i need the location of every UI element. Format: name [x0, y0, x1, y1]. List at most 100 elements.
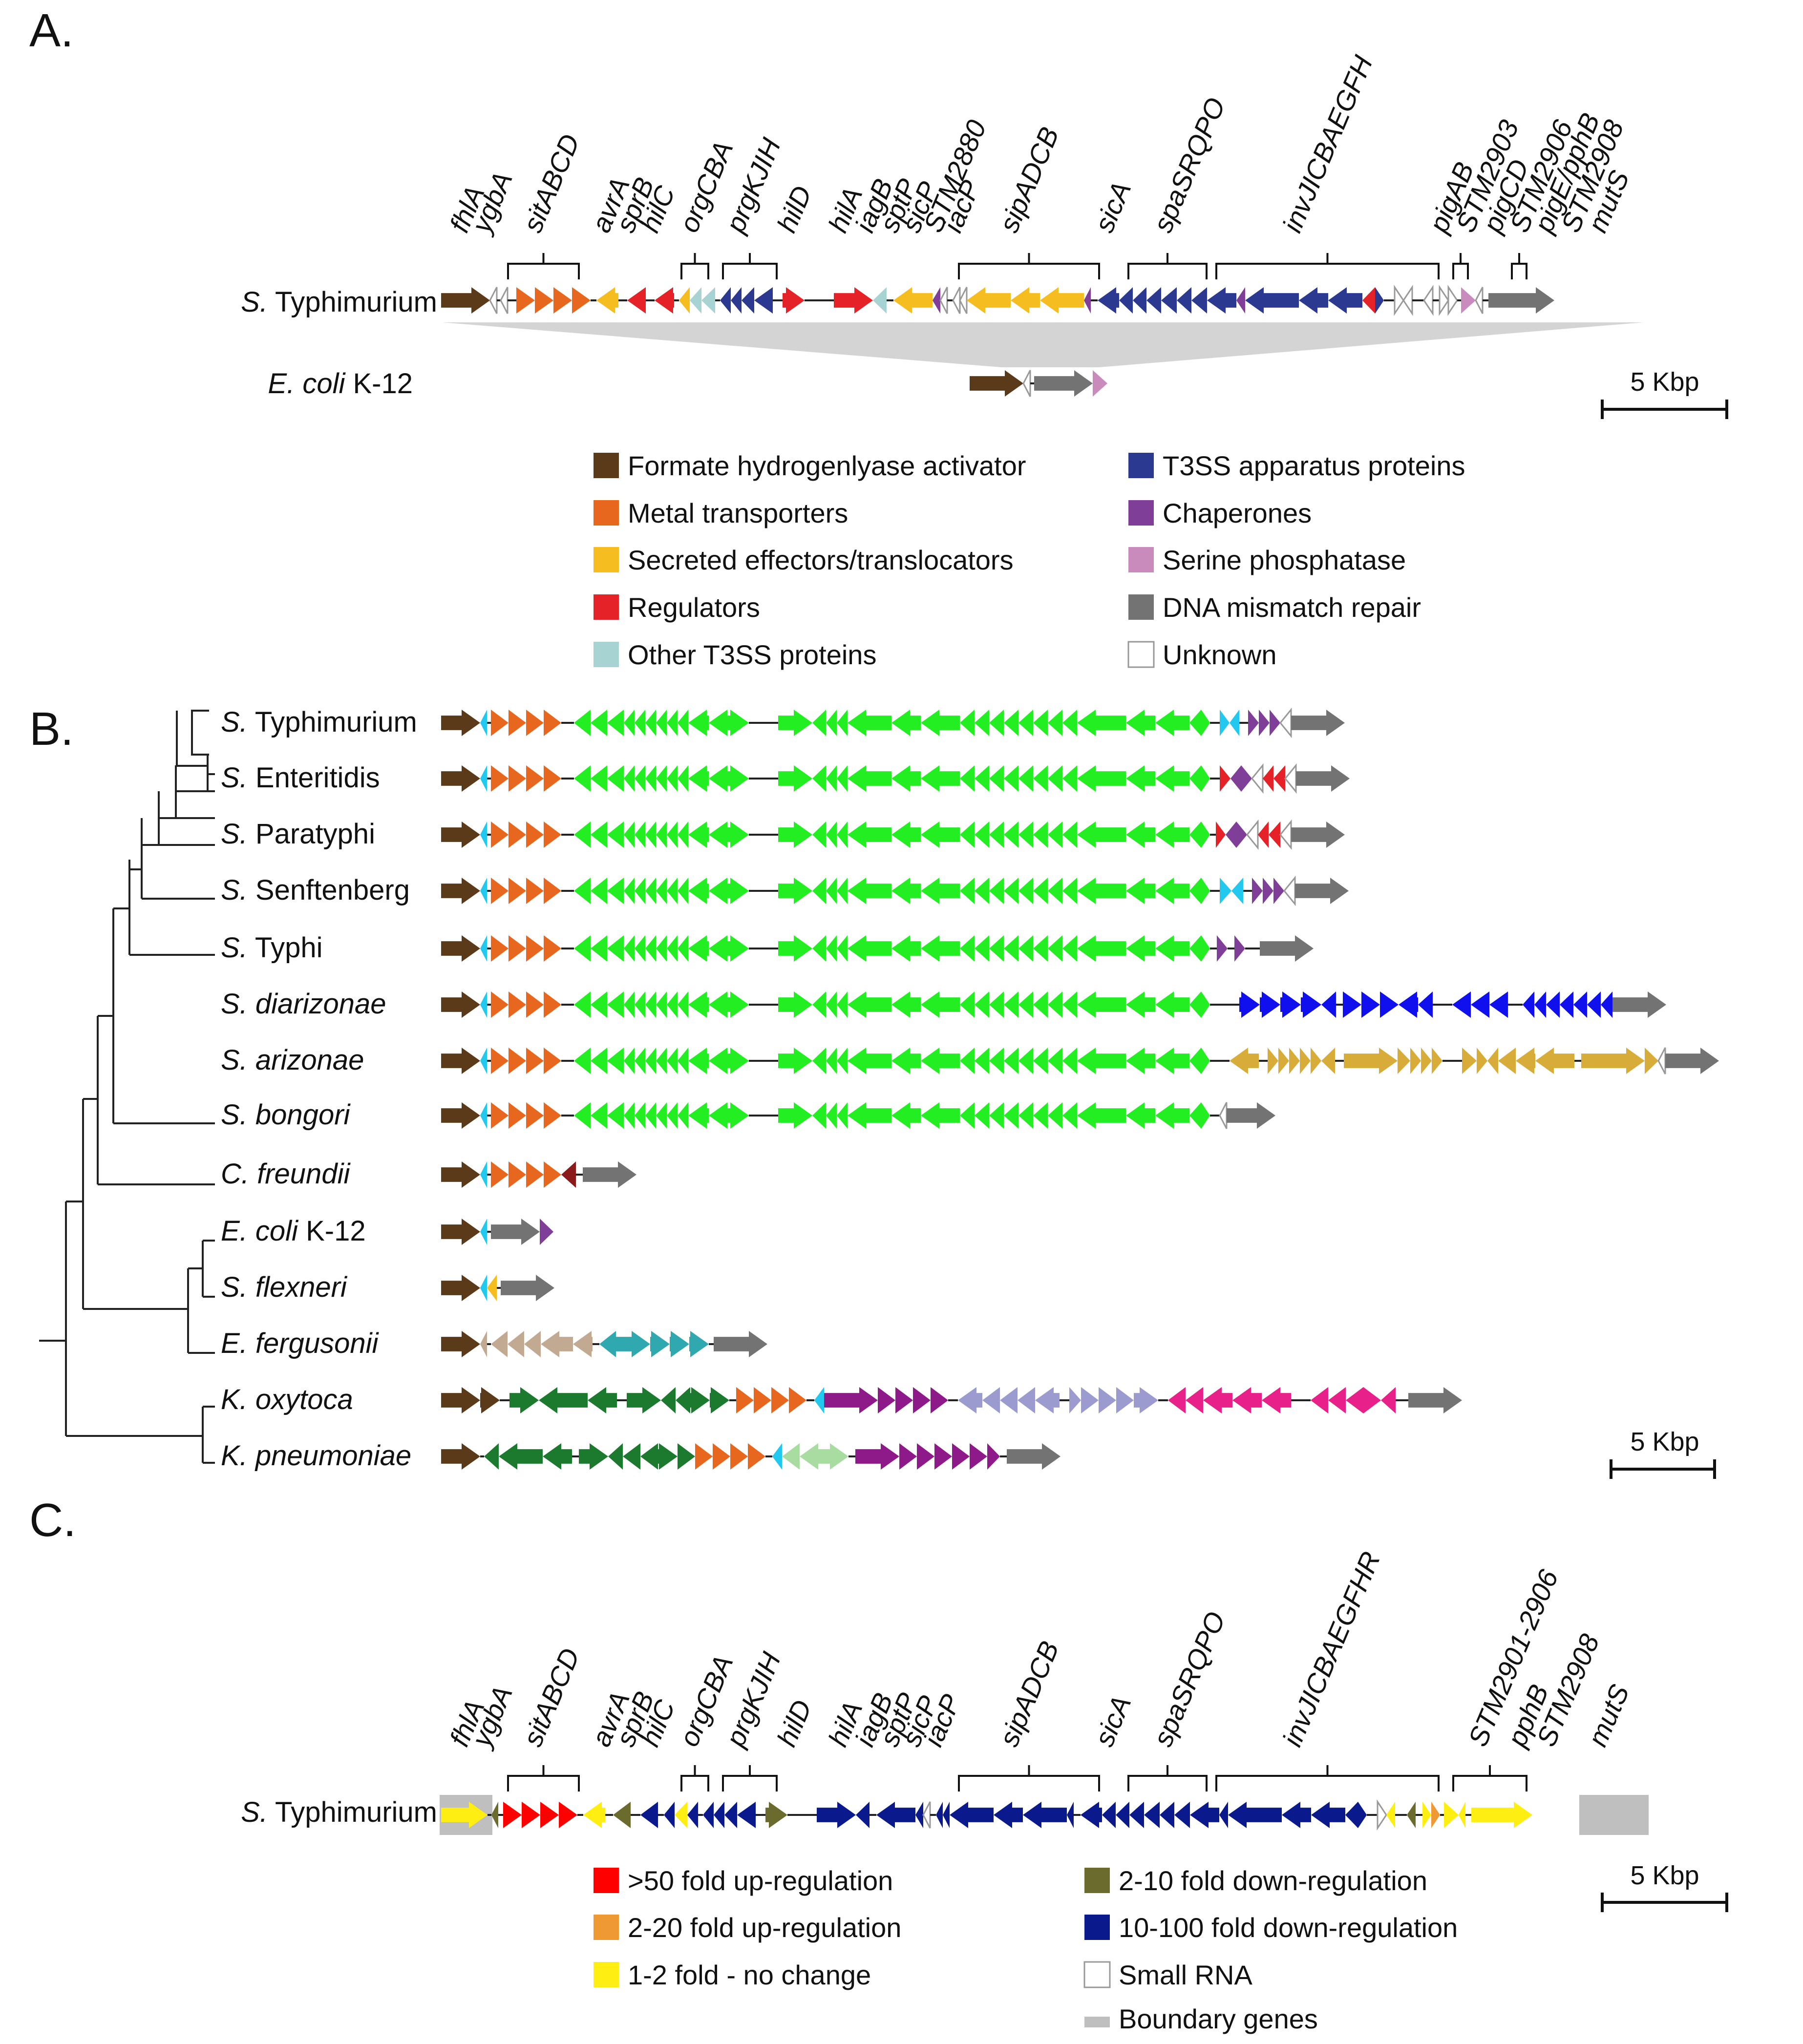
gene-arrow	[526, 710, 544, 736]
gene-arrow	[544, 878, 561, 904]
gene-arrow	[710, 1387, 729, 1413]
legend-label: T3SS apparatus proteins	[1163, 450, 1465, 481]
gene-arrow	[960, 878, 975, 904]
legend-label: Boundary genes	[1119, 2003, 1318, 2034]
legend-swatch	[1084, 2017, 1110, 2027]
gene-track-typhimurium-a	[441, 285, 1554, 316]
gene-arrow	[1291, 822, 1345, 848]
gene-arrow	[1220, 765, 1230, 792]
gene-arrow	[656, 878, 667, 904]
gene-arrow	[1201, 935, 1210, 962]
gene-arrow	[670, 1331, 689, 1357]
gene-arrow	[812, 991, 826, 1018]
gene-arrow	[1189, 991, 1201, 1018]
legend-swatch	[1128, 547, 1154, 572]
gene-arrow	[922, 1801, 931, 1829]
gene-arrow	[848, 710, 891, 736]
gene-arrow	[1126, 765, 1155, 792]
gene-arrow	[1422, 1802, 1431, 1828]
gene-arrow	[1452, 991, 1471, 1018]
gene-arrow	[1311, 1387, 1328, 1413]
gene-arrow	[656, 1102, 667, 1129]
gene-arrow	[1263, 765, 1273, 792]
gene-label: spaSRQPO	[1147, 1607, 1231, 1751]
gene-arrow	[975, 822, 989, 848]
gene-arrow	[1126, 878, 1155, 904]
gene-arrow	[613, 1802, 631, 1828]
gene-arrow	[921, 878, 960, 904]
operon-bracket	[1452, 1765, 1527, 1791]
gene-arrow	[526, 878, 544, 904]
gene-arrow	[1263, 878, 1273, 904]
gene-arrow	[441, 287, 490, 314]
gene-arrow	[583, 1802, 605, 1828]
gene-arrow	[921, 765, 960, 792]
gene-arrow	[688, 991, 709, 1018]
gene-arrow	[591, 710, 607, 736]
gene-arrow	[635, 878, 645, 904]
gene-arrow	[952, 1443, 970, 1470]
gene-arrow	[656, 710, 667, 736]
gene-arrow	[709, 991, 729, 1018]
organism-label-b: C. freundii	[221, 1158, 351, 1190]
gene-arrow	[713, 1443, 730, 1470]
gene-label: invJICBAEGFH	[1276, 51, 1379, 236]
gene-arrow	[574, 935, 591, 962]
gene-arrow	[1126, 935, 1155, 962]
gene-arrow	[1062, 765, 1077, 792]
gene-arrow	[1018, 991, 1033, 1018]
gene-arrow	[1418, 991, 1433, 1018]
gene-arrow	[607, 1048, 624, 1074]
panel-label-b: B.	[29, 703, 74, 755]
gene-arrow	[1155, 1102, 1189, 1129]
gene-arrow	[1301, 991, 1321, 1018]
gene-arrow	[591, 765, 607, 792]
gene-arrow	[573, 1331, 593, 1357]
gene-arrow	[1189, 765, 1201, 792]
gene-arrow	[1004, 765, 1018, 792]
gene-arrow	[1311, 1048, 1321, 1074]
gene-arrow	[989, 1102, 1004, 1129]
gene-arrow	[1260, 935, 1314, 962]
gene-arrow	[509, 1161, 526, 1188]
panel-label-c: C.	[29, 1494, 76, 1546]
gene-arrow	[1299, 287, 1328, 314]
gene-arrow	[1062, 1102, 1077, 1129]
gene-arrow	[848, 1048, 891, 1074]
gene-arrow	[701, 287, 715, 314]
gene-arrow	[1201, 822, 1210, 848]
gene-arrow	[667, 935, 678, 962]
gene-arrow	[891, 822, 921, 848]
operon-bracket	[722, 1765, 778, 1791]
legend-c: >50 fold up-regulation 2-20 fold up-regul…	[594, 1865, 1458, 2034]
legend-swatch	[1083, 1961, 1111, 1988]
gene-arrow	[1062, 878, 1077, 904]
gene-arrow	[599, 1331, 616, 1357]
scale-label-b: 5 Kbp	[1630, 1427, 1699, 1456]
gene-arrow	[607, 935, 624, 962]
gene-arrow	[544, 1161, 561, 1188]
gene-arrow	[688, 710, 709, 736]
gene-arrow	[480, 822, 487, 848]
gene-arrow	[607, 1102, 624, 1129]
gene-arrow	[688, 1048, 709, 1074]
gene-arrow	[640, 1802, 658, 1828]
gene-arrow	[848, 1102, 891, 1129]
gene-arrow	[1377, 1799, 1387, 1831]
organism-label-a1: S. Typhimurium	[241, 286, 437, 318]
gene-arrow	[878, 1387, 895, 1413]
gene-arrow	[709, 822, 729, 848]
gene-arrow	[1081, 1387, 1099, 1413]
gene-arrow	[688, 765, 709, 792]
operon-bracket	[1127, 253, 1208, 279]
gene-arrow	[500, 287, 509, 314]
gene-arrow	[678, 878, 688, 904]
gene-arrow	[1062, 710, 1077, 736]
gene-arrow	[1280, 991, 1301, 1018]
gene-arrow	[1035, 1387, 1060, 1413]
gene-arrow	[730, 1443, 748, 1470]
legend-label: Chaperones	[1163, 498, 1312, 528]
gene-arrow	[1475, 287, 1484, 314]
gene-arrow	[1282, 1802, 1311, 1828]
gene-arrow	[1268, 1048, 1278, 1074]
